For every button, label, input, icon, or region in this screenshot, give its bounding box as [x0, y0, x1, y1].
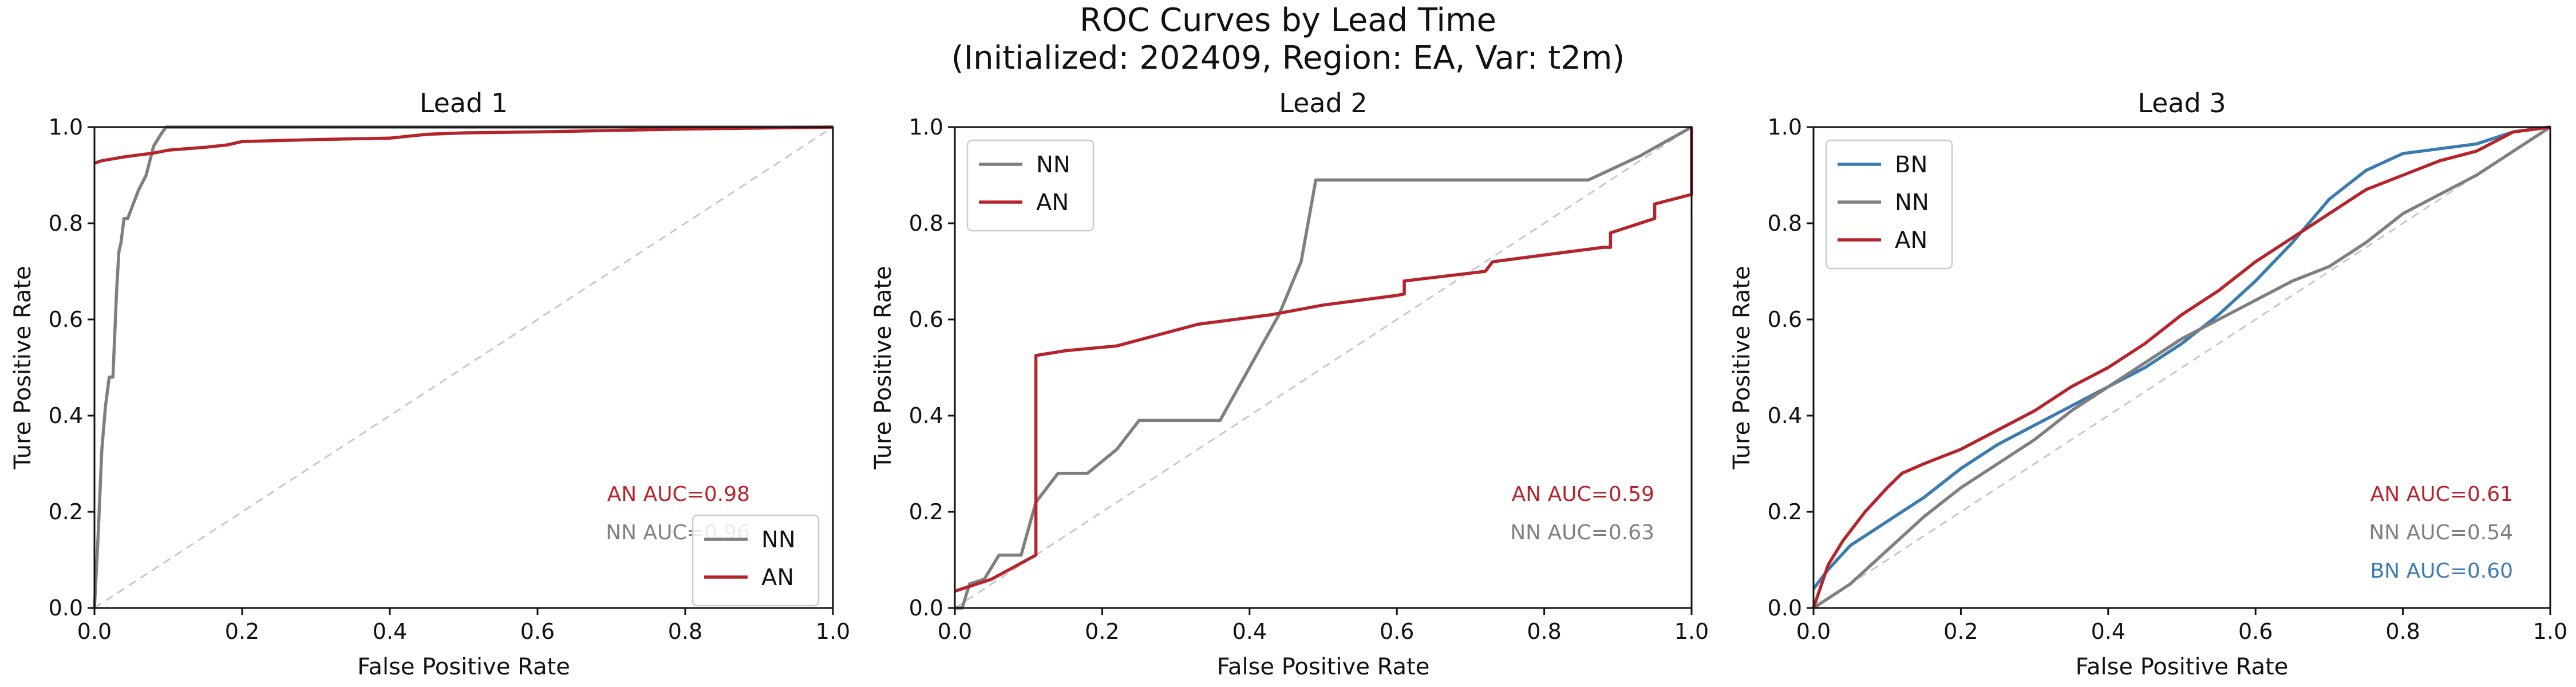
roc-panel-2: Lead 2 0.0 0.2 0.4 0.6 0.8 1.0 0.0 0.2 0.4 0.6 0.8 1…	[870, 88, 1709, 680]
y-axis-label: Ture Positive Rate	[870, 266, 896, 469]
x-tick-label: 0.6	[2238, 619, 2273, 644]
y-tick-label: 0.0	[49, 595, 83, 621]
series-line-bn	[1812, 125, 2551, 590]
x-tick-label: 0.2	[1085, 619, 1119, 644]
legend-box	[966, 139, 1095, 232]
x-tick-label: 0.0	[77, 619, 112, 644]
series-line-an	[954, 127, 1693, 593]
y-axis-label: Ture Positive Rate	[1729, 266, 1755, 469]
y-tick-label: 0.2	[909, 499, 943, 524]
legend: NN AN	[966, 139, 1095, 232]
y-tick-label: 0.2	[49, 499, 83, 524]
x-axis-label: False Positive Rate	[357, 654, 570, 680]
y-tick-label: 0.4	[909, 403, 943, 428]
roc-panel-3: Lead 3 0.0 0.2 0.4 0.6 0.8 1.0 0.0 0.2 0.4 0.6 0.8 1…	[1729, 88, 2567, 680]
axes-frame	[93, 126, 834, 609]
x-tick-label: 0.4	[2091, 619, 2125, 644]
chance-diagonal-line	[94, 126, 833, 609]
legend-label-bn: BN	[1895, 152, 1927, 178]
series-line-an	[1812, 125, 2551, 609]
x-tick-label: 1.0	[2533, 619, 2567, 644]
x-tick-label: 1.0	[1674, 619, 1709, 644]
legend-label-an: AN	[761, 564, 794, 591]
legend-box	[1825, 139, 1953, 270]
x-tick-label: 0.0	[1796, 619, 1831, 644]
series-line-nn	[1812, 125, 2551, 610]
y-tick-label: 0.6	[49, 307, 83, 332]
x-axis-label: False Positive Rate	[2076, 654, 2289, 680]
subplot-title: Lead 1	[420, 88, 508, 119]
subplot-title: Lead 3	[2138, 88, 2226, 119]
figure-title-line1: ROC Curves by Lead Time	[1080, 2, 1496, 39]
x-tick-label: 0.8	[668, 619, 702, 644]
chart-panels: Lead 1 0.0 0.2 0.4 0.6 0.8 1.0 0.0 0.2 0.4 0.6 0.8 1…	[10, 88, 2567, 680]
y-tick-label: 0.6	[1768, 307, 1802, 332]
auc-annotation-an: AN AUC=0.59	[1512, 483, 1654, 506]
y-tick-label: 0.8	[1768, 211, 1802, 236]
auc-annotation-nn: NN AUC=0.54	[2369, 521, 2513, 544]
x-tick-label: 0.8	[2385, 619, 2420, 644]
auc-annotation-an: AN AUC=0.61	[2370, 483, 2513, 506]
legend: NN AN	[692, 514, 820, 607]
series-line-nn	[955, 125, 1693, 610]
axes-frame	[954, 126, 1693, 609]
y-tick-label: 1.0	[1768, 114, 1802, 140]
x-tick-label: 0.4	[1232, 619, 1267, 644]
x-tick-label: 0.4	[373, 619, 407, 644]
x-tick-label: 0.2	[1943, 619, 1978, 644]
y-tick-label: 1.0	[909, 114, 943, 140]
x-tick-label: 0.6	[520, 619, 555, 644]
legend-label-nn: NN	[761, 527, 796, 553]
axes-frame	[1812, 126, 2551, 609]
roc-panel-1: Lead 1 0.0 0.2 0.4 0.6 0.8 1.0 0.0 0.2 0.4 0.6 0.8 1…	[10, 88, 850, 680]
figure-title-line2: (Initialized: 202409, Region: EA, Var: t…	[951, 40, 1625, 77]
y-tick-label: 0.2	[1768, 499, 1802, 524]
x-tick-label: 1.0	[816, 619, 850, 644]
subplot-title: Lead 2	[1279, 88, 1367, 119]
chance-diagonal-line	[954, 126, 1692, 609]
auc-annotation-an: AN AUC=0.98	[607, 483, 750, 506]
x-tick-label: 0.8	[1527, 619, 1561, 644]
y-tick-label: 0.8	[49, 211, 83, 236]
y-axis-label: Ture Positive Rate	[10, 266, 36, 469]
legend: BN NN AN	[1825, 139, 1953, 270]
legend-label-an: AN	[1036, 189, 1069, 216]
y-tick-label: 0.4	[49, 403, 83, 428]
series-line-nn	[93, 125, 833, 609]
auc-annotation-bn: BN AUC=0.60	[2370, 559, 2513, 583]
legend-label-nn: NN	[1036, 152, 1070, 178]
y-tick-label: 0.0	[909, 595, 943, 621]
legend-box	[692, 514, 820, 607]
y-tick-label: 0.4	[1768, 403, 1802, 428]
x-tick-label: 0.2	[225, 619, 259, 644]
x-axis-label: False Positive Rate	[1217, 654, 1430, 680]
y-tick-label: 0.0	[1768, 595, 1802, 621]
legend-label-an: AN	[1895, 227, 1927, 254]
x-tick-label: 0.6	[1380, 619, 1414, 644]
y-tick-label: 0.8	[909, 211, 943, 236]
chance-diagonal-line	[1813, 126, 2551, 609]
y-tick-label: 0.6	[909, 307, 943, 332]
y-tick-label: 1.0	[49, 114, 83, 140]
auc-annotation-nn: NN AUC=0.63	[1510, 521, 1654, 544]
legend-label-nn: NN	[1895, 189, 1929, 216]
series-line-an	[94, 125, 833, 165]
x-tick-label: 0.0	[938, 619, 972, 644]
